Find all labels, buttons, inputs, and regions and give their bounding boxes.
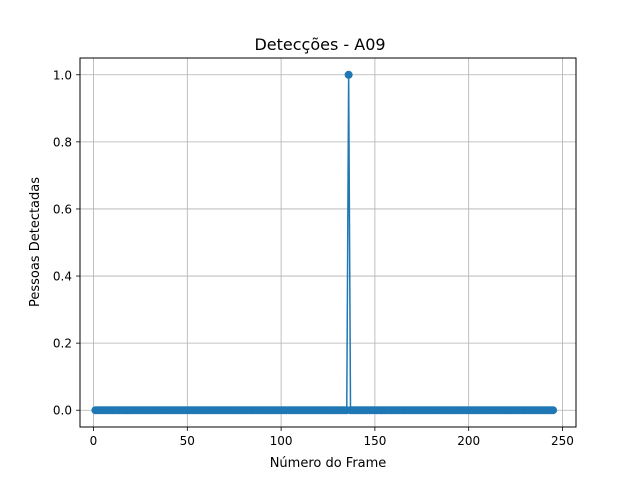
y-tick-label: 0.4 [53, 270, 72, 284]
x-tick-label: 0 [90, 434, 98, 448]
series-layer [91, 70, 558, 415]
y-tick-label: 0.2 [53, 337, 72, 351]
y-tick-label: 0.6 [53, 202, 72, 216]
chart-title: Detecções - A09 [254, 35, 385, 54]
x-tick-label: 50 [180, 434, 195, 448]
data-point [549, 406, 558, 415]
grid-layer [80, 58, 576, 427]
x-tick-label: 250 [551, 434, 574, 448]
y-tick-label: 0.0 [53, 404, 72, 418]
data-point [344, 70, 353, 79]
y-axis-label: Pessoas Detectadas [28, 177, 43, 307]
x-tick-label: 150 [363, 434, 386, 448]
x-tick-label: 100 [270, 434, 293, 448]
y-tick-label: 0.8 [53, 135, 72, 149]
plot-frame [79, 57, 577, 428]
x-axis-label: Número do Frame [270, 456, 387, 471]
y-tick-label: 1.0 [53, 68, 72, 82]
tick-layer: 0 50 100 150 200 250 0.0 0.2 0.4 0.6 0.8 1.0 [53, 68, 574, 448]
x-tick-label: 200 [457, 434, 480, 448]
